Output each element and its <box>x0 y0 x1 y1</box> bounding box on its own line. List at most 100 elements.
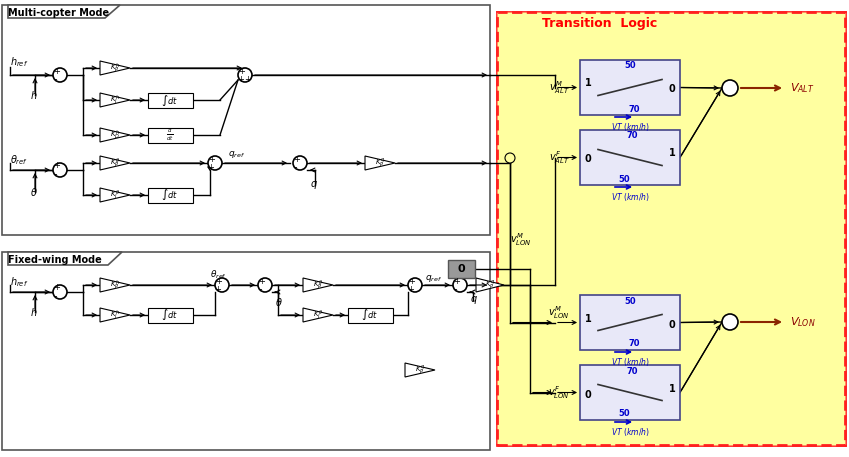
Text: 0: 0 <box>458 264 464 274</box>
Text: $V_{LON}$: $V_{LON}$ <box>790 315 816 329</box>
Text: $K_P^q$: $K_P^q$ <box>485 279 495 291</box>
Polygon shape <box>476 278 504 292</box>
Text: $\int dt$: $\int dt$ <box>362 308 379 323</box>
Text: $\int dt$: $\int dt$ <box>161 92 178 107</box>
Circle shape <box>505 153 515 163</box>
Text: $K_I^\theta$: $K_I^\theta$ <box>313 308 323 322</box>
FancyBboxPatch shape <box>497 12 845 445</box>
FancyBboxPatch shape <box>580 295 680 350</box>
Text: $\int dt$: $\int dt$ <box>161 187 178 202</box>
Text: $K_I^\theta$: $K_I^\theta$ <box>110 188 120 202</box>
Text: -: - <box>53 169 57 179</box>
Text: $K_I^h$: $K_I^h$ <box>110 93 120 106</box>
Text: $\theta$: $\theta$ <box>30 186 38 198</box>
Text: -: - <box>53 291 57 301</box>
Polygon shape <box>100 128 130 142</box>
Circle shape <box>53 163 67 177</box>
Text: -: - <box>293 162 297 172</box>
Polygon shape <box>405 363 435 377</box>
Text: $K_P^q$: $K_P^q$ <box>415 364 425 376</box>
Circle shape <box>722 314 738 330</box>
Text: +: + <box>238 75 245 85</box>
FancyBboxPatch shape <box>2 252 490 450</box>
Circle shape <box>722 80 738 96</box>
Polygon shape <box>100 278 130 292</box>
Polygon shape <box>303 278 333 292</box>
Text: $\theta$: $\theta$ <box>275 296 283 308</box>
Text: -: - <box>258 284 261 294</box>
Text: $v_{ALT}^F$: $v_{ALT}^F$ <box>549 149 570 166</box>
Text: +: + <box>207 164 215 172</box>
FancyBboxPatch shape <box>497 12 845 445</box>
Circle shape <box>53 68 67 82</box>
Circle shape <box>215 278 229 292</box>
Text: +: + <box>259 276 266 286</box>
Text: $K_P^q$: $K_P^q$ <box>375 157 385 169</box>
Text: $V_{ALT}$: $V_{ALT}$ <box>790 81 814 95</box>
Text: Multi-copter Mode: Multi-copter Mode <box>8 8 110 18</box>
Text: 50: 50 <box>624 62 636 70</box>
Text: $\frac{d}{dt}$: $\frac{d}{dt}$ <box>166 127 174 143</box>
Text: $v_{LON}^M$: $v_{LON}^M$ <box>548 304 570 321</box>
Text: 0: 0 <box>585 389 592 399</box>
Text: $h_{ref}$: $h_{ref}$ <box>10 275 28 289</box>
Text: 0: 0 <box>585 154 592 165</box>
Text: -: - <box>53 74 57 84</box>
Text: $q_{ref}$: $q_{ref}$ <box>228 149 245 160</box>
Text: 1: 1 <box>669 149 675 159</box>
Polygon shape <box>100 61 130 75</box>
Text: 70: 70 <box>627 367 638 376</box>
Text: +: + <box>408 276 415 286</box>
FancyBboxPatch shape <box>580 130 680 185</box>
Polygon shape <box>365 156 395 170</box>
Text: $q$: $q$ <box>310 179 318 191</box>
Text: +: + <box>209 154 216 164</box>
Text: $VT\ (km/h)$: $VT\ (km/h)$ <box>610 356 649 368</box>
Text: 50: 50 <box>624 297 636 305</box>
FancyBboxPatch shape <box>580 365 680 420</box>
Text: $VT\ (km/h)$: $VT\ (km/h)$ <box>610 426 649 438</box>
Polygon shape <box>303 308 333 322</box>
Text: $v_{LON}^F$: $v_{LON}^F$ <box>548 384 570 401</box>
Text: $h$: $h$ <box>30 306 37 318</box>
Circle shape <box>408 278 422 292</box>
FancyBboxPatch shape <box>448 260 475 278</box>
Text: $h$: $h$ <box>30 89 37 101</box>
FancyBboxPatch shape <box>2 5 490 235</box>
Circle shape <box>238 68 252 82</box>
FancyBboxPatch shape <box>148 308 193 323</box>
Circle shape <box>293 156 307 170</box>
Text: $\int dt$: $\int dt$ <box>161 308 178 323</box>
Text: +: + <box>53 67 60 75</box>
Text: $h_{ref}$: $h_{ref}$ <box>10 55 28 69</box>
Polygon shape <box>100 308 130 322</box>
Text: +: + <box>453 276 460 286</box>
Text: 1: 1 <box>669 383 675 393</box>
Text: 70: 70 <box>627 132 638 140</box>
Text: $\theta_{ref}$: $\theta_{ref}$ <box>210 269 227 281</box>
Text: 0: 0 <box>669 85 675 95</box>
Text: $v_{LON}^M$: $v_{LON}^M$ <box>510 232 531 249</box>
Text: 70: 70 <box>628 105 640 113</box>
Text: -: - <box>453 284 457 294</box>
Polygon shape <box>100 156 130 170</box>
Text: +: + <box>53 283 60 292</box>
Text: $K_P^h$: $K_P^h$ <box>110 61 120 74</box>
FancyBboxPatch shape <box>580 60 680 115</box>
Circle shape <box>258 278 272 292</box>
FancyBboxPatch shape <box>148 188 193 203</box>
Text: 70: 70 <box>628 340 640 349</box>
Circle shape <box>453 278 467 292</box>
Polygon shape <box>8 252 122 265</box>
Text: +: + <box>215 286 222 294</box>
FancyBboxPatch shape <box>148 128 193 143</box>
Text: +: + <box>216 276 222 286</box>
Text: +: + <box>245 75 251 85</box>
Text: $VT\ (km/h)$: $VT\ (km/h)$ <box>610 121 649 133</box>
Polygon shape <box>100 93 130 107</box>
Text: 1: 1 <box>585 79 592 89</box>
Text: 50: 50 <box>618 409 630 419</box>
Circle shape <box>53 285 67 299</box>
Text: $K_I^h$: $K_I^h$ <box>110 308 120 322</box>
Text: +: + <box>53 161 60 170</box>
